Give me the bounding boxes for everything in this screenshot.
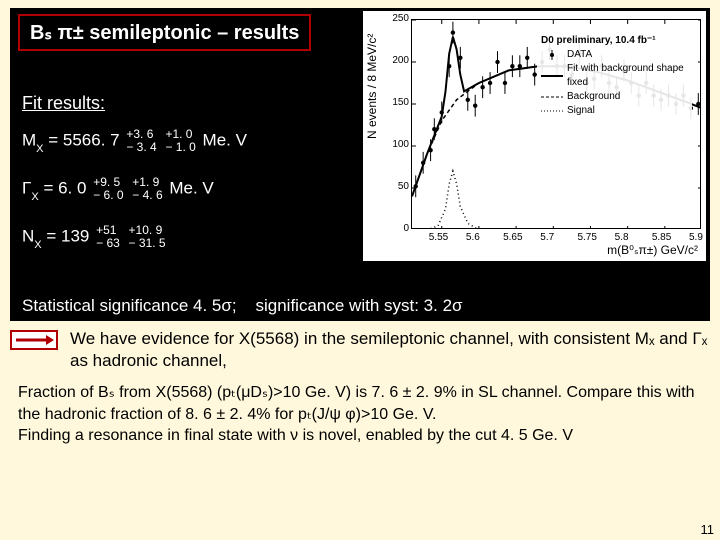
plot-xlabel: m(B⁰ₛπ±) GeV/c² bbox=[607, 243, 698, 257]
plot-ylabel: N events / 8 MeV/c² bbox=[365, 34, 379, 139]
param-gx: ΓX = 6. 0 +9. 5− 6. 0 +1. 9− 4. 6 Me. V bbox=[22, 176, 214, 202]
plot-prelim: D0 preliminary, 10.4 fb⁻¹ bbox=[541, 34, 688, 48]
plot-area: D0 preliminary, 10.4 fb⁻¹ DATA Fit with … bbox=[411, 19, 701, 229]
plot-legend: D0 preliminary, 10.4 fb⁻¹ DATA Fit with … bbox=[537, 32, 692, 120]
evidence-text: We have evidence for X(5568) in the semi… bbox=[70, 328, 710, 372]
significance-line: Statistical significance 4. 5σ; signific… bbox=[22, 296, 463, 316]
mass-plot: N events / 8 MeV/c² D0 preliminary, 10.4… bbox=[362, 10, 707, 262]
page-number: 11 bbox=[701, 522, 715, 537]
dark-panel: Bₛ π± semileptonic – results Fit results… bbox=[10, 8, 710, 321]
fraction-text: Fraction of Bₛ from X(5568) (pₜ(μDₛ)>10 … bbox=[18, 382, 708, 447]
fit-results-label: Fit results: bbox=[22, 93, 105, 114]
param-nx: NX = 139 +51− 63 +10. 9− 31. 5 bbox=[22, 224, 168, 250]
arrow-callout bbox=[10, 330, 58, 350]
slide-title: Bₛ π± semileptonic – results bbox=[18, 14, 311, 51]
param-mx: MX = 5566. 7 +3. 6− 3. 4 +1. 0− 1. 0 Me.… bbox=[22, 128, 247, 154]
